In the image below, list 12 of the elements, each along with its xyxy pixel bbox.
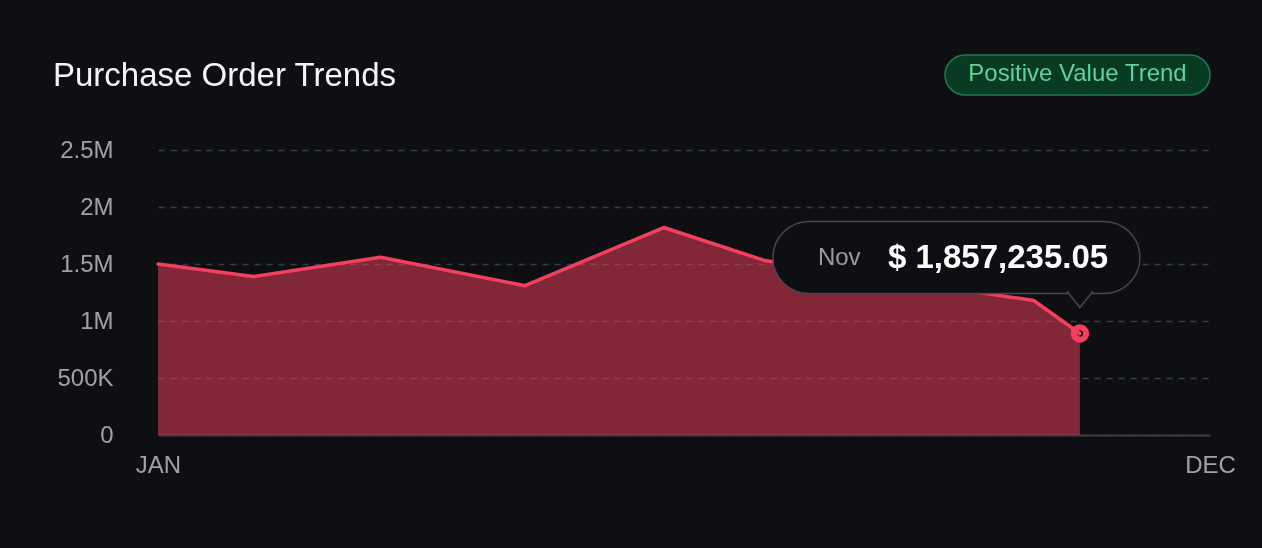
y-tick-label: 500K — [57, 363, 114, 391]
y-tick-label: 0 — [100, 420, 114, 448]
x-tick-label: JAN — [135, 450, 182, 478]
y-tick-label: 1.5M — [60, 249, 114, 277]
y-tick-label: 2.5M — [60, 135, 114, 163]
text: Positive Value Trend — [968, 59, 1187, 86]
y-tick-label: 1M — [80, 306, 114, 334]
x-tick-label: DEC — [1185, 450, 1236, 478]
y-tick-label: 2M — [80, 192, 114, 220]
annotation: $ 1,857,235.05 — [887, 237, 1109, 275]
annotation: Nov — [817, 242, 861, 270]
chart-title: Purchase Order Trends — [53, 56, 396, 93]
